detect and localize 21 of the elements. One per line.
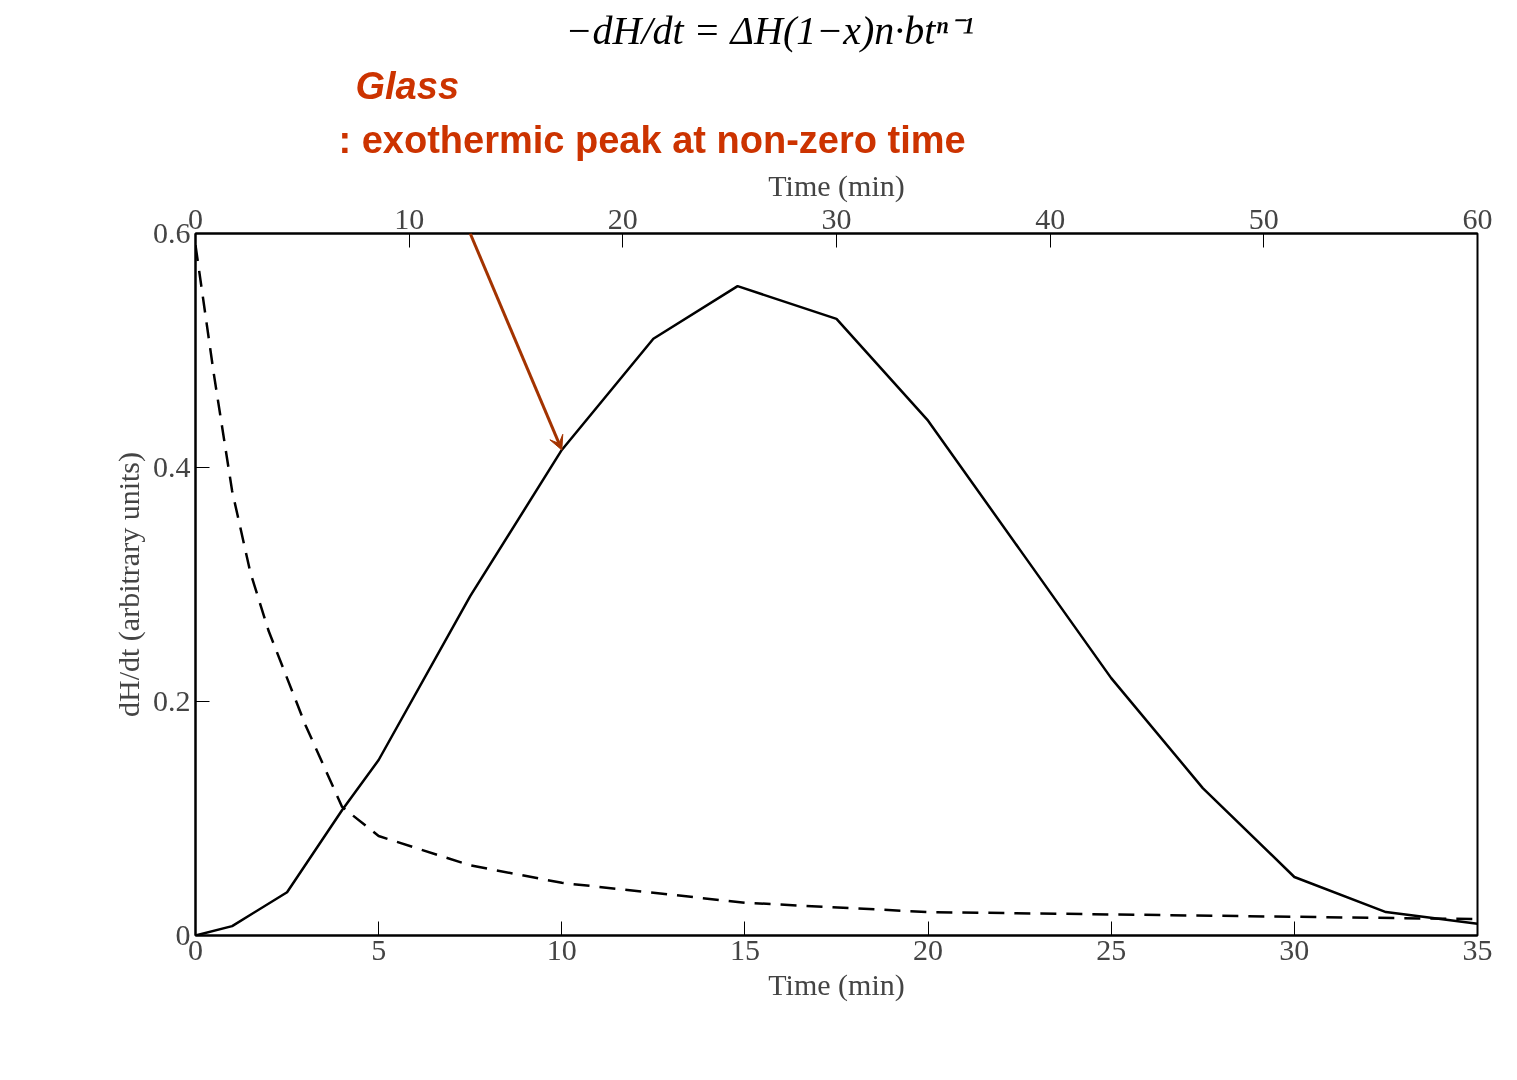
x2-axis-title: Time (min): [768, 168, 905, 203]
x-tick-label: 35: [1462, 932, 1493, 966]
text: : exothermic peak at non-zero time: [338, 118, 966, 161]
x-tick-label: 5: [371, 932, 387, 966]
x2-tick-label: 20: [607, 201, 638, 235]
text: −dH/dt = ΔH(1−x)n·btⁿ⁻¹: [565, 7, 975, 53]
x-tick-label: 10: [546, 932, 577, 966]
x2-tick-label: 40: [1035, 201, 1066, 235]
x-tick-label: 30: [1279, 932, 1310, 966]
text: Glass: [355, 64, 460, 107]
x-tick-label: 15: [729, 932, 760, 966]
x2-tick-label: 50: [1248, 201, 1279, 235]
x-tick-label: 20: [913, 932, 944, 966]
x-axis-title: Time (min): [768, 967, 905, 1002]
x2-tick-label: 30: [821, 201, 852, 235]
y-tick-label: 0.2: [153, 684, 191, 717]
x-tick-label: 25: [1096, 932, 1127, 966]
y-tick-label: 0.4: [153, 450, 191, 483]
x2-tick-label: 10: [394, 201, 425, 235]
y-axis-title: dH/dt (arbitrary units): [112, 452, 146, 717]
x2-tick-label: 60: [1462, 201, 1493, 235]
